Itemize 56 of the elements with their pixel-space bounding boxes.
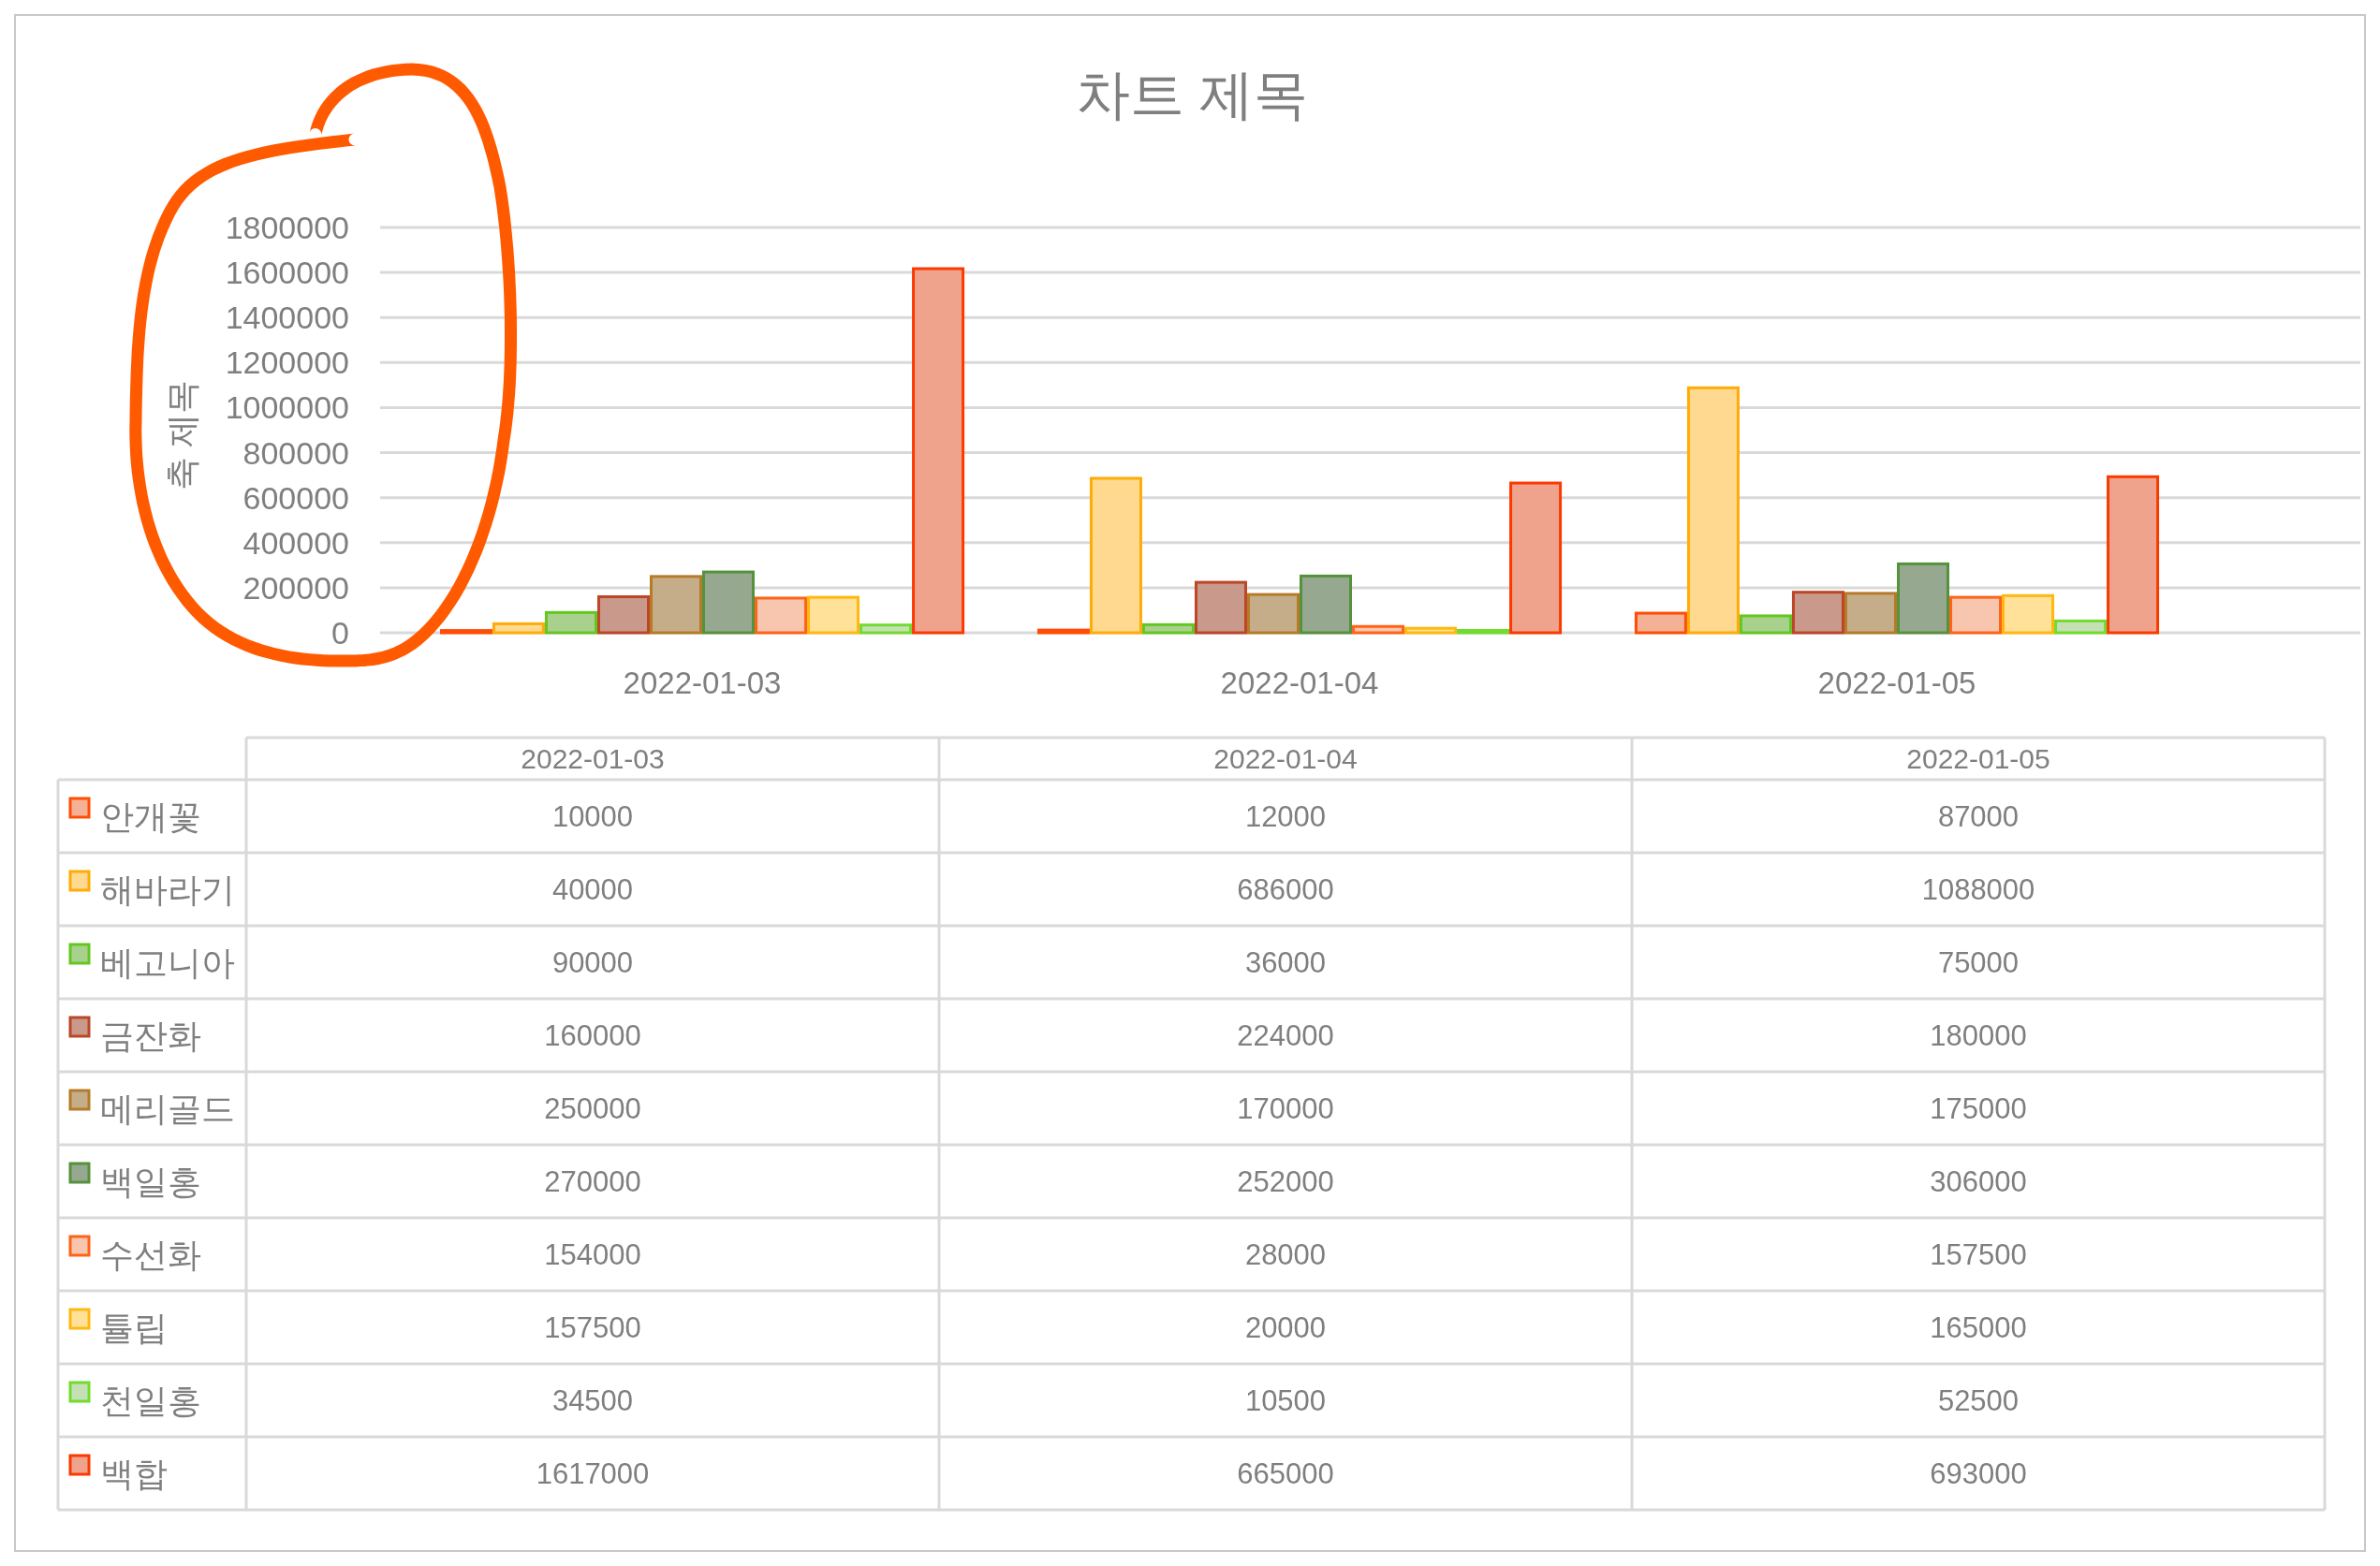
data-label: 40000 <box>551 872 634 906</box>
legend-label: 수선화 <box>100 1235 201 1274</box>
data-label: 90000 <box>551 945 634 979</box>
y-tick-label: 800000 <box>242 434 349 471</box>
y-tick-label: 1600000 <box>225 255 349 291</box>
data-label: 250000 <box>544 1091 641 1125</box>
legend-label: 튤립 <box>100 1308 168 1347</box>
data-label: 28000 <box>1244 1237 1327 1271</box>
legend-label: 안개꽃 <box>100 797 201 836</box>
data-label: 10500 <box>1244 1383 1327 1417</box>
legend-label: 금잔화 <box>100 1016 201 1055</box>
data-label: 270000 <box>544 1164 641 1198</box>
data-label: 1617000 <box>536 1456 650 1490</box>
data-label: 87000 <box>1937 799 2020 833</box>
data-label: 157500 <box>1930 1237 2027 1271</box>
data-label: 34500 <box>551 1383 634 1417</box>
data-label: 170000 <box>1237 1091 1334 1125</box>
legend-label: 해바라기 <box>100 870 235 909</box>
data-label: 10000 <box>551 799 634 833</box>
data-label: 12000 <box>1244 799 1327 833</box>
y-tick-label: 1800000 <box>225 210 349 245</box>
data-label: 693000 <box>1930 1456 2027 1490</box>
title: 차트 제목 <box>1075 63 1309 124</box>
y-tick-label: 1200000 <box>225 344 349 381</box>
ylabel: 축 제목 <box>162 380 201 490</box>
data-label: 20000 <box>1244 1310 1327 1344</box>
data-label: 165000 <box>1930 1310 2027 1344</box>
data-label: 175000 <box>1930 1091 2027 1125</box>
data-label: 160000 <box>544 1018 641 1052</box>
x-tick-label: 2022-01-04 <box>1220 665 1379 700</box>
data-label: 252000 <box>1237 1164 1334 1198</box>
x-tick-label: 2022-01-05 <box>1817 665 1976 700</box>
y-tick-label: 600000 <box>242 479 349 516</box>
data-label: 157500 <box>544 1310 641 1344</box>
y-tick-label: 1400000 <box>225 300 349 336</box>
x-tick-label: 2022-01-03 <box>623 665 782 700</box>
data-label: 154000 <box>544 1237 641 1271</box>
legend-label: 메리골드 <box>100 1089 235 1128</box>
data-label: 686000 <box>1237 872 1334 906</box>
y-tick-label: 400000 <box>242 524 349 561</box>
data-table: 2022-01-03 2022-01-04 2022-01-05 안개꽃 10000 12000 87000 해바라기 40000 686000 1088000 베고니아 90000 36000 75000 금잔화 160000 224000 180000 메리골드 250000 170000 175000 백일홍 270000 252000 306000 수선화 154000 28000 157500 튤립 157500 20000 165000 천일홍 34500 10500 52500 백합 1617000 665000 693000 <box>56 736 2327 1512</box>
legend-label: 백일홍 <box>100 1162 201 1201</box>
y-tick-label: 1000000 <box>225 389 349 426</box>
data-label: 224000 <box>1237 1018 1334 1052</box>
data-label: 180000 <box>1930 1018 2027 1052</box>
legend-label: 베고니아 <box>100 943 235 982</box>
data-label: 36000 <box>1244 945 1327 979</box>
legend-label: 백합 <box>100 1454 168 1493</box>
y-tick-label: 0 <box>331 615 349 651</box>
legend-label: 천일홍 <box>100 1381 201 1420</box>
data-label: 665000 <box>1237 1456 1334 1490</box>
data-label: 1088000 <box>1921 872 2035 906</box>
data-label: 306000 <box>1930 1164 2027 1198</box>
data-label: 52500 <box>1937 1383 2020 1417</box>
data-label: 75000 <box>1937 945 2020 979</box>
y-tick-label: 200000 <box>242 569 349 606</box>
